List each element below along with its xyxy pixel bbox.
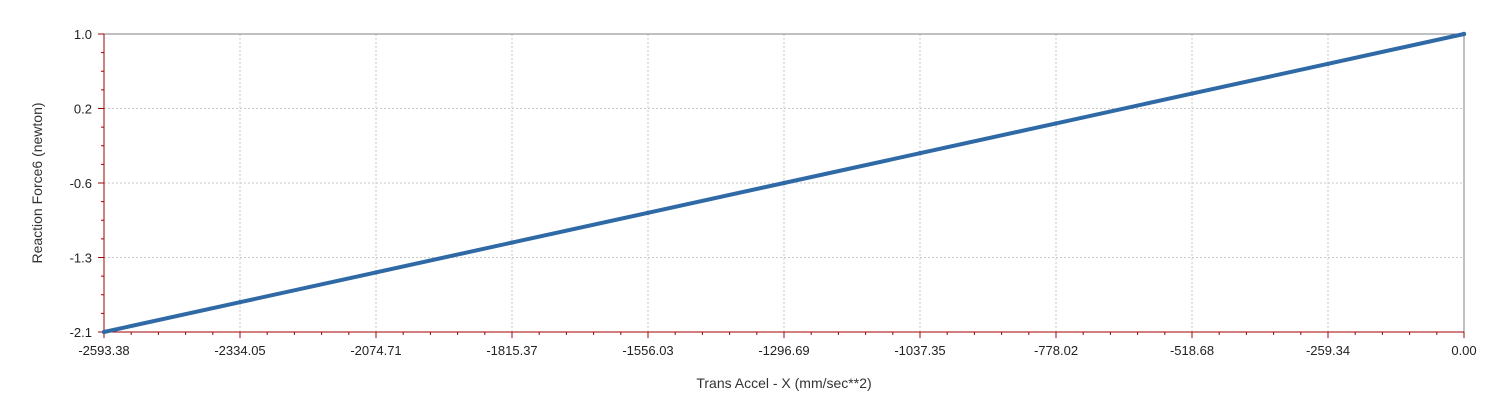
data-point [1461,31,1467,37]
data-point [101,329,107,335]
data-point [509,240,515,245]
x-tick-label: 0.00 [1451,343,1476,358]
axes [98,33,1465,338]
y-tick-label: 0.2 [74,102,92,117]
x-tick-label: -1296.69 [758,343,809,358]
data-point [645,210,651,215]
x-axis-title: Trans Accel - X (mm/sec**2) [696,375,871,391]
x-tick-label: -2593.38 [78,343,129,358]
y-axis-title: Reaction Force6 (newton) [29,102,45,263]
x-tick-labels: -2593.38 -2334.05 -2074.71 -1815.37 -1556.03… [78,343,1476,358]
data-point [917,151,923,156]
x-tick-label: -778.02 [1034,343,1078,358]
y-tick-label: -0.6 [70,176,92,191]
data-point [373,270,379,275]
x-tick-label: -2074.71 [350,343,401,358]
x-tick-label: -518.68 [1170,343,1214,358]
data-point [1325,61,1331,66]
x-tick-label: -259.34 [1306,343,1350,358]
y-tick-label: -2.1 [70,325,92,340]
data-point [237,300,243,305]
x-tick-label: -1037.35 [894,343,945,358]
x-tick-label: -1556.03 [622,343,673,358]
y-tick-labels: 1.0 0.2 -0.6 -1.3 -2.1 [70,27,92,340]
x-tick-label: -2334.05 [214,343,265,358]
data-point [1053,121,1059,126]
series [101,31,1467,335]
data-point [1189,91,1195,96]
data-point [781,180,787,186]
x-tick-label: -1815.37 [486,343,537,358]
y-tick-label: 1.0 [74,27,92,42]
y-tick-label: -1.3 [70,251,92,266]
